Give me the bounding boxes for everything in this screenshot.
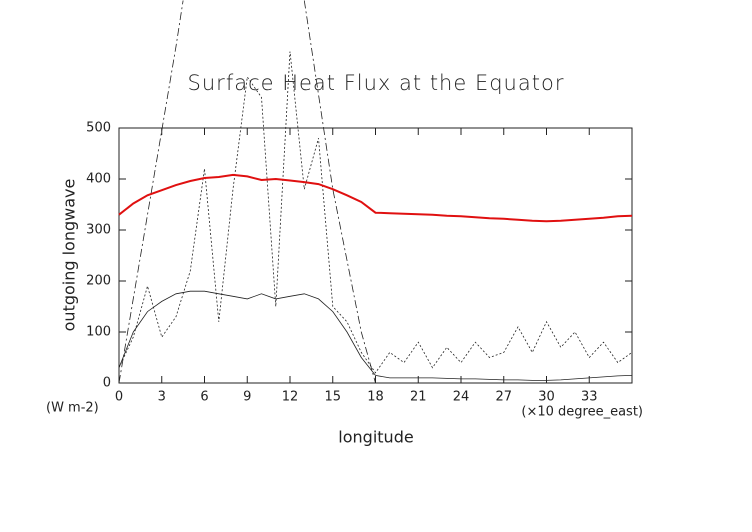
x-tick-label: 33 — [581, 390, 598, 405]
y-axis-label: outgoing longwave — [60, 179, 79, 332]
data-line — [118, 0, 376, 384]
data-line — [118, 173, 633, 223]
x-tick-label: 0 — [115, 390, 123, 405]
chart-title: Surface Heat Flux at the Equator — [188, 71, 565, 95]
x-tick-label: 9 — [243, 390, 251, 405]
x-tick-label: 24 — [453, 390, 470, 405]
x-tick-label: 3 — [158, 390, 166, 405]
y-tick-label: 200 — [86, 274, 111, 289]
x-tick-label: 18 — [367, 390, 384, 405]
data-line — [118, 51, 633, 374]
x-tick-label: 30 — [538, 390, 555, 405]
x-unit: (×10 degree_east) — [521, 405, 643, 420]
y-tick-label: 100 — [86, 325, 111, 340]
x-tick-label: 21 — [410, 390, 427, 405]
x-tick-label: 12 — [282, 390, 299, 405]
x-tick-label: 27 — [495, 390, 512, 405]
y-tick-label: 0 — [103, 376, 111, 391]
x-tick-label: 6 — [200, 390, 208, 405]
y-unit: (W m-2) — [46, 401, 99, 416]
y-tick-label: 400 — [86, 172, 111, 187]
plot-frame — [118, 127, 633, 384]
y-tick-label: 300 — [86, 223, 111, 238]
y-tick-label: 500 — [86, 121, 111, 136]
x-tick-label: 15 — [324, 390, 341, 405]
data-line — [118, 290, 633, 381]
x-axis-label: longitude — [338, 428, 413, 447]
